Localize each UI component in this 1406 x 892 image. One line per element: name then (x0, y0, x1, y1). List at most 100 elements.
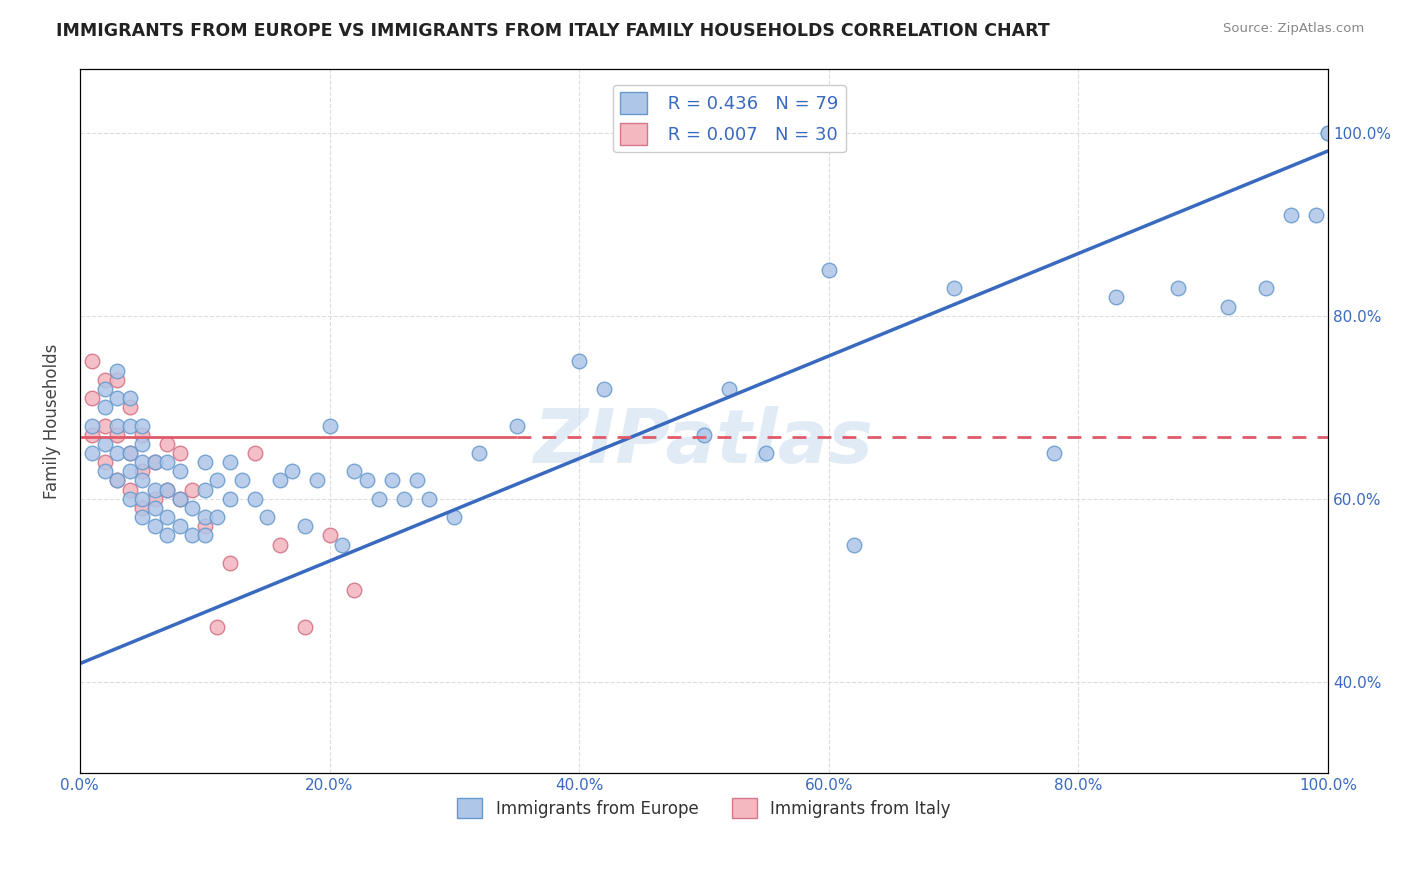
Point (294, 620, 316, 634)
Point (156, 510, 179, 524)
Point (94, 455, 117, 469)
Point (143, 455, 166, 469)
Point (82, 446, 104, 460)
Point (105, 474, 128, 488)
Point (94, 382, 117, 396)
Point (568, 354, 591, 368)
Point (181, 500, 204, 515)
Point (105, 363, 128, 377)
Point (105, 391, 128, 405)
Point (94, 464, 117, 478)
Point (181, 528, 204, 542)
Point (94, 373, 117, 387)
Point (105, 427, 128, 442)
Point (205, 510, 228, 524)
Point (318, 528, 340, 542)
Point (118, 483, 141, 497)
Point (118, 418, 141, 433)
Point (143, 519, 166, 533)
Point (205, 620, 228, 634)
Point (131, 464, 153, 478)
Point (318, 418, 340, 433)
Point (1167, 281, 1189, 295)
Point (1042, 446, 1064, 460)
Point (1105, 290, 1128, 304)
Point (105, 373, 128, 387)
Point (143, 500, 166, 515)
Point (194, 455, 217, 469)
Point (1218, 300, 1240, 314)
Point (330, 537, 353, 551)
Point (118, 464, 141, 478)
Point (143, 483, 166, 497)
Point (1317, 126, 1340, 140)
Point (256, 510, 278, 524)
Point (281, 464, 304, 478)
Text: ZIPatlas: ZIPatlas (534, 406, 875, 479)
Point (1317, 126, 1340, 140)
Point (1254, 281, 1277, 295)
Point (105, 418, 128, 433)
Point (218, 455, 240, 469)
Point (194, 510, 217, 524)
Point (118, 446, 141, 460)
Point (394, 491, 416, 506)
Point (381, 474, 404, 488)
Point (169, 464, 191, 478)
Point (118, 491, 141, 506)
Point (82, 427, 104, 442)
Point (82, 354, 104, 368)
Point (1279, 208, 1302, 222)
Point (194, 519, 217, 533)
Point (131, 437, 153, 451)
Point (755, 446, 778, 460)
Point (506, 418, 529, 433)
Text: IMMIGRANTS FROM EUROPE VS IMMIGRANTS FROM ITALY FAMILY HOUSEHOLDS CORRELATION CH: IMMIGRANTS FROM EUROPE VS IMMIGRANTS FRO… (56, 22, 1050, 40)
Point (368, 491, 391, 506)
Point (118, 446, 141, 460)
Point (243, 446, 266, 460)
Point (131, 418, 153, 433)
Text: Source: ZipAtlas.com: Source: ZipAtlas.com (1223, 22, 1364, 36)
Point (156, 528, 179, 542)
Point (131, 474, 153, 488)
Point (269, 537, 291, 551)
Point (842, 537, 865, 551)
Legend: Immigrants from Europe, Immigrants from Italy: Immigrants from Europe, Immigrants from … (451, 791, 957, 825)
Point (205, 474, 228, 488)
Point (231, 474, 253, 488)
Point (468, 446, 491, 460)
Point (156, 437, 179, 451)
Point (169, 519, 191, 533)
Point (269, 474, 291, 488)
Point (181, 483, 204, 497)
Point (156, 455, 179, 469)
Point (717, 382, 740, 396)
Point (82, 418, 104, 433)
Point (218, 491, 240, 506)
Point (817, 263, 839, 277)
Point (243, 491, 266, 506)
Point (131, 500, 153, 515)
Point (131, 427, 153, 442)
Point (693, 427, 716, 442)
Point (118, 401, 141, 415)
Point (593, 382, 616, 396)
Point (143, 491, 166, 506)
Point (343, 464, 366, 478)
Point (105, 446, 128, 460)
Point (294, 519, 316, 533)
Point (143, 455, 166, 469)
Point (94, 437, 117, 451)
Point (356, 474, 378, 488)
Point (194, 528, 217, 542)
Point (131, 455, 153, 469)
Point (343, 583, 366, 598)
Point (94, 401, 117, 415)
Point (169, 491, 191, 506)
Point (105, 474, 128, 488)
Point (443, 510, 465, 524)
Point (118, 391, 141, 405)
Point (305, 474, 328, 488)
Point (82, 391, 104, 405)
